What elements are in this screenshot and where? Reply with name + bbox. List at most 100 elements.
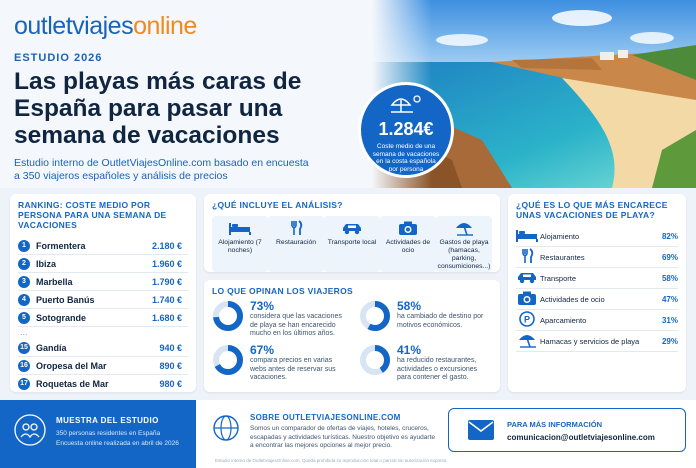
sample-line-2: Encuesta online realizada en abril de 20…: [56, 440, 179, 447]
contact-title: PARA MÁS INFORMACIÓN: [507, 420, 602, 429]
ranking-number: 2: [18, 257, 30, 270]
ranking-number: 16: [18, 359, 30, 372]
ranking-row: 5 Sotogrande 1.680 €: [18, 309, 188, 327]
ranking-number: 1: [18, 239, 30, 252]
cost-driver-row: Actividades de ocio 47%: [516, 289, 678, 310]
expensive-title: ¿QUÉ ES LO QUE MÁS ENCARECE UNAS VACACIO…: [516, 200, 668, 220]
cost-driver-label: Hamacas y servicios de playa: [540, 336, 640, 346]
bed-icon: [516, 227, 538, 245]
ranking-number: 4: [18, 293, 30, 306]
umbrella-icon: [516, 332, 536, 350]
expensive-panel: ¿QUÉ ES LO QUE MÁS ENCARECE UNAS VACACIO…: [508, 194, 686, 392]
included-item-label: Transporte local: [327, 239, 377, 246]
umbrella-icon: [436, 220, 492, 236]
opinion-text: considera que las vacaciones de playa se…: [250, 313, 342, 337]
cost-driver-label: Transporte: [540, 273, 576, 283]
badge-caption: Coste medio de una semana de vacaciones …: [372, 143, 440, 173]
donut-chart: [212, 300, 244, 339]
about-title: SOBRE OUTLETVIAJESONLINE.COM: [250, 413, 401, 422]
globe-icon: [212, 414, 240, 447]
included-item: Alojamiento (7 noches): [212, 216, 268, 272]
ranking-number: 5: [18, 311, 30, 324]
opinion-text: compara precios en varias webs antes de …: [250, 357, 336, 381]
ranking-number: 3: [18, 275, 30, 288]
ranking-city: Ibiza: [36, 258, 57, 269]
cost-driver-row: Restaurantes 69%: [516, 247, 678, 268]
includes-title: ¿QUÉ INCLUYE EL ANÁLISIS?: [212, 200, 343, 210]
included-item: Restauración: [268, 216, 324, 272]
ranking-row: 16 Oropesa del Mar 890 €: [18, 357, 188, 375]
sample-title: MUESTRA DEL ESTUDIO: [56, 416, 159, 425]
ranking-city: Formentera: [36, 240, 86, 251]
cost-driver-percent: 58%: [661, 273, 678, 283]
car-icon: [516, 269, 536, 287]
cost-driver-row: P Aparcamiento 31%: [516, 310, 678, 331]
opinion-item: 73% considera que las vacaciones de playa…: [212, 300, 352, 339]
cost-driver-label: Actividades de ocio: [540, 294, 605, 304]
ranking-row: 3 Marbella 1.790 €: [18, 273, 188, 291]
ranking-city: Oropesa del Mar: [36, 360, 107, 371]
cost-driver-label: Alojamiento: [540, 231, 580, 241]
ranking-value: 1.960 €: [151, 258, 182, 269]
ranking-row: 2 Ibiza 1.960 €: [18, 255, 188, 273]
page-subtitle: Estudio interno de OutletViajesOnline.co…: [14, 157, 309, 182]
opinions-panel: LO QUE OPINAN LOS VIAJEROS 73% considera …: [204, 280, 500, 392]
opinion-text-block: 58% ha cambiado de destino por motivos ec…: [397, 300, 492, 337]
ranking-value: 940 €: [159, 342, 182, 353]
opinion-percent: 41%: [397, 343, 422, 357]
cost-driver-percent: 69%: [661, 252, 678, 262]
ranking-panel: RANKING: COSTE MEDIO POR PERSONA PARA UN…: [10, 194, 196, 393]
ranking-value: 1.790 €: [151, 276, 182, 287]
opinion-text-block: 41% ha reducido restaurantes, actividades…: [397, 344, 492, 383]
cost-driver-percent: 82%: [661, 231, 678, 241]
opinion-text-block: 73% considera que las vacaciones de playa…: [250, 300, 345, 339]
footer: MUESTRA DEL ESTUDIO 350 personas residen…: [0, 400, 696, 468]
about-text: Somos un comparador de ofertas de viajes…: [250, 425, 435, 449]
included-item: Gastos de playa (hamacas, parking, consu…: [436, 216, 492, 272]
cutlery-icon: [268, 220, 324, 236]
ranking-value: 980 €: [159, 378, 182, 389]
beach-umbrella-sun-icon: [361, 93, 451, 118]
ranking-row: 1 Formentera 2.180 €: [18, 237, 188, 255]
donut-chart: [359, 300, 391, 337]
ranking-ellipsis: ...: [20, 327, 28, 337]
contact-email-link[interactable]: comunicacion@outletviajesonline.com: [507, 433, 655, 442]
average-cost-badge: 1.284€ Coste medio de una semana de vaca…: [358, 82, 454, 178]
included-item: Actividades de ocio: [380, 216, 436, 272]
svg-text:P: P: [524, 315, 530, 325]
ranking-title: RANKING: COSTE MEDIO POR PERSONA PARA UN…: [18, 200, 167, 230]
parking-icon: P: [516, 311, 535, 329]
ranking-value: 890 €: [159, 360, 182, 371]
page-title: Las playas más caras de España para pasa…: [14, 68, 302, 149]
ranking-value: 1.680 €: [151, 312, 182, 323]
donut-chart: [212, 344, 244, 383]
opinion-text-block: 67% compara precios en varias webs antes …: [250, 344, 345, 383]
opinion-item: 67% compara precios en varias webs antes …: [212, 344, 352, 383]
cost-driver-row: Transporte 58%: [516, 268, 678, 289]
cost-driver-row: Alojamiento 82%: [516, 226, 678, 247]
brand-logo[interactable]: outletviajesonline: [14, 12, 197, 40]
ranking-city: Puerto Banús: [36, 294, 95, 305]
envelope-icon: [467, 419, 495, 446]
camera-icon: [516, 290, 536, 308]
ranking-city: Roquetas de Mar: [36, 378, 109, 389]
opinion-text: ha cambiado de destino por motivos econó…: [397, 313, 484, 329]
contact-box[interactable]: PARA MÁS INFORMACIÓN comunicacion@outlet…: [448, 408, 686, 452]
cost-driver-row: Hamacas y servicios de playa 29%: [516, 331, 678, 352]
included-item-label: Alojamiento (7 noches): [218, 239, 262, 254]
bed-icon: [212, 220, 268, 236]
included-item-label: Actividades de ocio: [385, 239, 431, 254]
included-item: Transporte local: [324, 216, 380, 272]
included-item-label: Gastos de playa (hamacas, parking, consu…: [437, 239, 491, 270]
fine-print: Estudio interno de OutletViajesOnline.co…: [215, 458, 448, 463]
ranking-row: 15 Gandía 940 €: [18, 339, 188, 357]
cost-driver-percent: 47%: [661, 294, 678, 304]
cost-driver-percent: 31%: [661, 315, 678, 325]
cost-driver-label: Restaurantes: [540, 252, 585, 262]
ranking-number: 15: [18, 341, 30, 354]
donut-chart: [359, 344, 391, 383]
ranking-number: 17: [18, 377, 30, 390]
opinion-percent: 67%: [250, 343, 275, 357]
badge-value: 1.284€: [378, 119, 434, 139]
sample-box: MUESTRA DEL ESTUDIO 350 personas residen…: [0, 400, 196, 468]
